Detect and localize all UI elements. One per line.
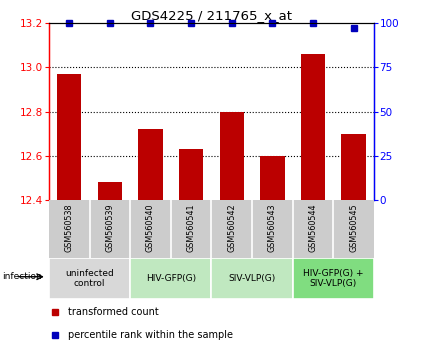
Bar — [179, 149, 203, 200]
Text: uninfected
control: uninfected control — [65, 269, 114, 289]
Text: infection: infection — [2, 272, 42, 281]
Text: GSM560542: GSM560542 — [227, 204, 236, 252]
Text: HIV-GFP(G) +
SIV-VLP(G): HIV-GFP(G) + SIV-VLP(G) — [303, 269, 364, 289]
Text: percentile rank within the sample: percentile rank within the sample — [68, 330, 233, 340]
Text: GSM560540: GSM560540 — [146, 204, 155, 252]
Title: GDS4225 / 211765_x_at: GDS4225 / 211765_x_at — [131, 9, 292, 22]
Text: GSM560538: GSM560538 — [65, 204, 74, 252]
Text: HIV-GFP(G): HIV-GFP(G) — [146, 274, 196, 283]
Bar — [57, 74, 81, 200]
Text: SIV-VLP(G): SIV-VLP(G) — [229, 274, 276, 283]
Bar — [220, 112, 244, 200]
Bar — [130, 258, 211, 299]
Text: transformed count: transformed count — [68, 307, 159, 317]
Bar — [98, 182, 122, 200]
Text: GSM560543: GSM560543 — [268, 204, 277, 252]
Text: GSM560541: GSM560541 — [187, 204, 196, 252]
Bar — [260, 156, 285, 200]
Bar — [211, 258, 293, 299]
Text: GSM560544: GSM560544 — [309, 204, 317, 252]
Bar — [341, 133, 366, 200]
Bar — [301, 54, 325, 200]
Text: GSM560539: GSM560539 — [105, 204, 114, 252]
Text: GSM560545: GSM560545 — [349, 204, 358, 252]
Bar — [49, 258, 130, 299]
Bar — [293, 258, 374, 299]
Bar — [138, 129, 163, 200]
